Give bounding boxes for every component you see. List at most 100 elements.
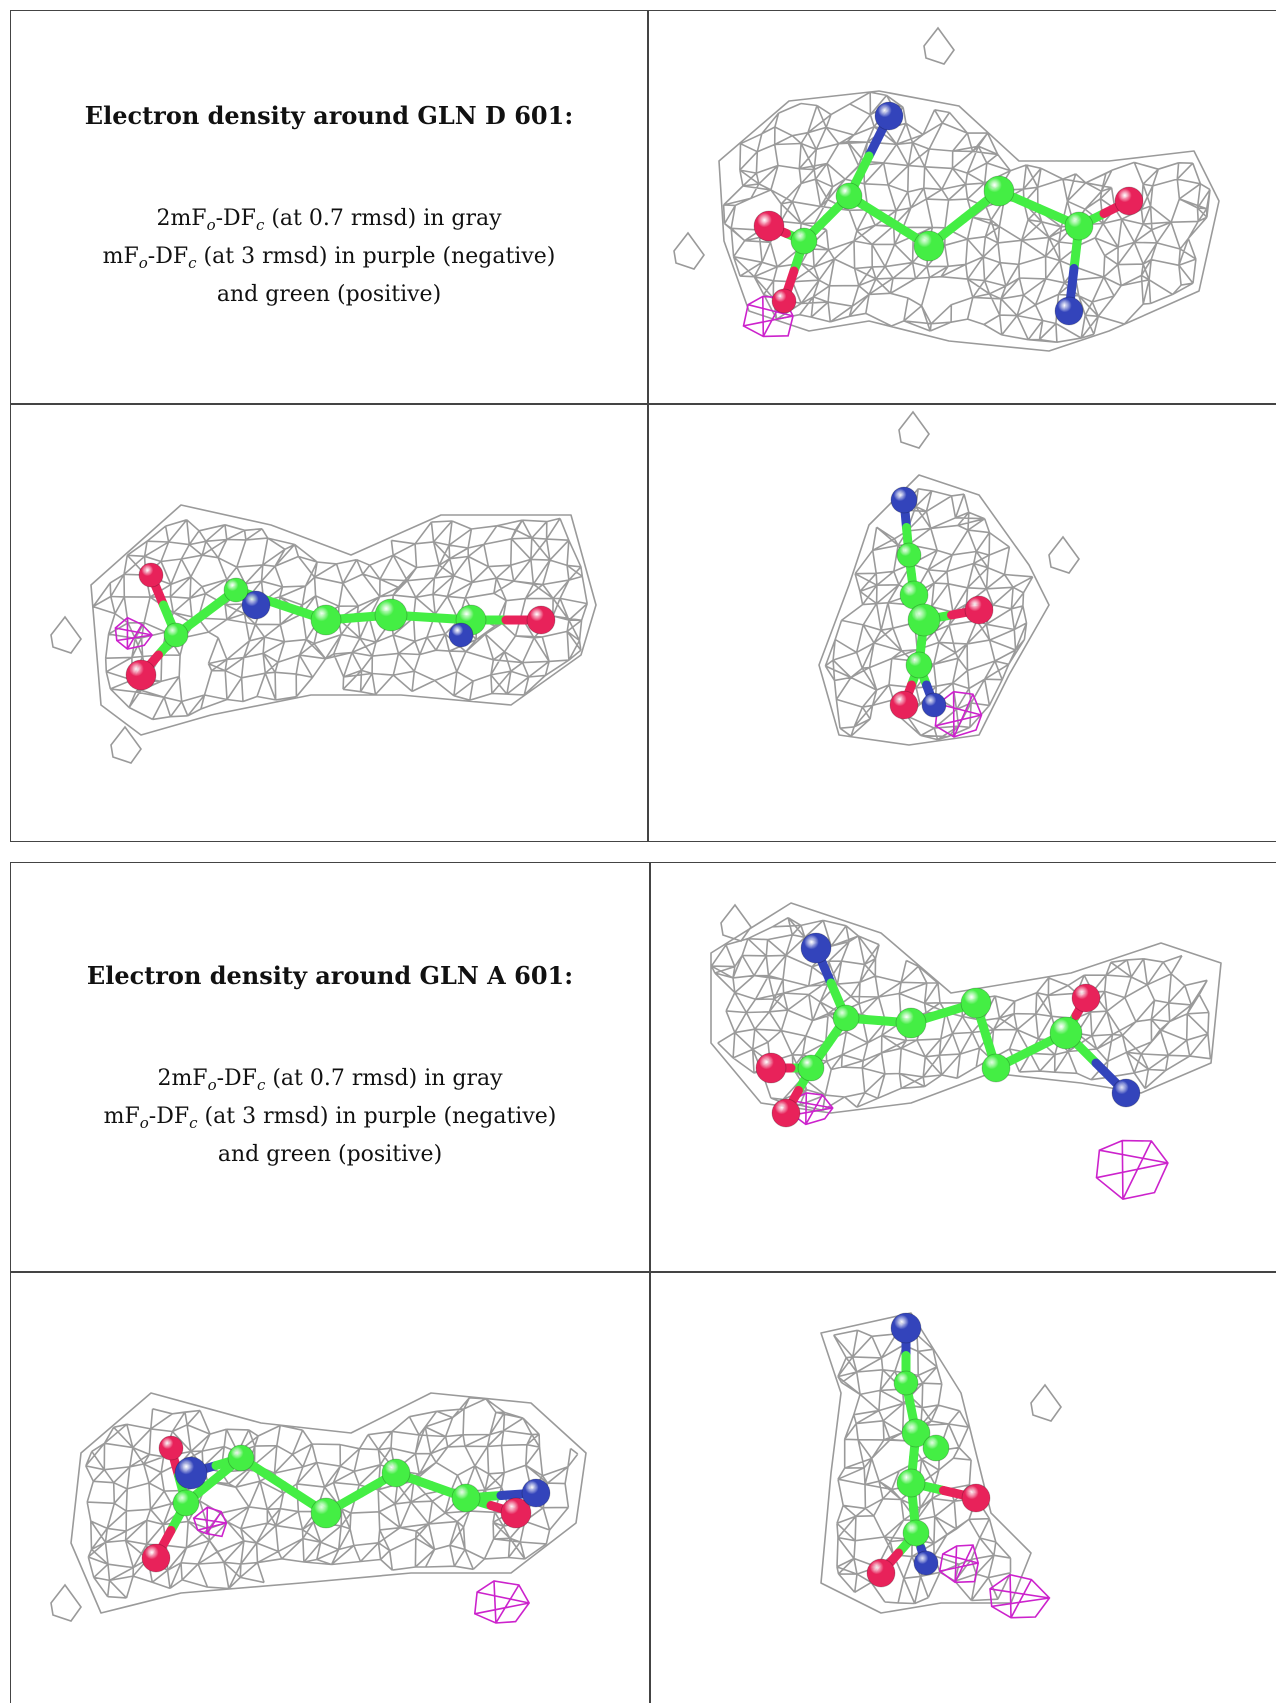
- carbon-atom: [905, 651, 933, 679]
- panel-heading: Electron density around GLN D 601:: [84, 100, 574, 130]
- mesh-fragment: [923, 26, 955, 65]
- carbon-atom: [374, 598, 408, 632]
- oxygen-atom: [889, 690, 919, 720]
- nitrogen-atom: [1111, 1078, 1141, 1108]
- nitrogen-atom: [890, 1312, 922, 1344]
- nitrogen-atom: [874, 101, 904, 131]
- density-view-side: [11, 405, 647, 843]
- carbon-atom: [797, 1054, 825, 1082]
- carbon-atom: [790, 227, 818, 255]
- legend-fofc: mFo-DFc (at 3 rmsd) in purple (negative): [102, 243, 556, 272]
- carbon-atom: [1064, 211, 1094, 241]
- carbon-atom: [451, 1483, 481, 1513]
- mesh-fragment: [110, 725, 142, 764]
- carbon-atom: [381, 1458, 411, 1488]
- row-divider: [11, 403, 1276, 405]
- carbon-atom: [896, 1468, 926, 1498]
- negative-density: [742, 295, 794, 338]
- carbon-atom: [922, 1434, 950, 1462]
- negative-density: [938, 1544, 980, 1584]
- carbon-atom: [310, 1497, 342, 1529]
- oxygen-atom: [753, 210, 785, 242]
- legend-2fofc: 2mFo-DFc (at 0.7 rmsd) in gray: [157, 1065, 503, 1094]
- oxygen-atom: [755, 1052, 787, 1084]
- column-divider: [649, 863, 651, 1703]
- oxygen-atom: [158, 1435, 184, 1461]
- nitrogen-atom: [241, 590, 271, 620]
- negative-density: [114, 616, 154, 650]
- carbon-atom: [895, 1007, 927, 1039]
- carbon-atom: [893, 1370, 919, 1396]
- negative-density: [1095, 1139, 1169, 1200]
- density-image-top: [710, 902, 1222, 1200]
- panel-heading: Electron density around GLN A 601:: [86, 960, 574, 990]
- nitrogen-atom: [890, 486, 918, 514]
- density-image-top: [673, 26, 1220, 352]
- carbon-atom: [913, 230, 945, 262]
- column-divider: [647, 11, 649, 841]
- mesh-fragment: [673, 231, 705, 270]
- mesh-2fofc: [90, 504, 597, 736]
- legend-fofc-positive: and green (positive): [217, 1141, 443, 1167]
- density-view-side: [11, 1273, 649, 1704]
- density-view-end: [651, 1273, 1276, 1704]
- carbon-atom: [227, 1444, 255, 1472]
- carbon-atom: [981, 1053, 1011, 1083]
- oxygen-atom: [138, 562, 164, 588]
- oxygen-atom: [771, 288, 797, 314]
- carbon-atom: [223, 577, 249, 603]
- nitrogen-atom: [448, 622, 474, 648]
- oxygen-atom: [500, 1497, 532, 1529]
- legend-fofc: mFo-DFc (at 3 rmsd) in purple (negative): [103, 1103, 557, 1132]
- density-view-top: [651, 863, 1276, 1271]
- negative-density: [989, 1573, 1051, 1619]
- oxygen-atom: [771, 1098, 801, 1128]
- oxygen-atom: [961, 1483, 991, 1513]
- mesh-fragment: [720, 903, 752, 942]
- carbon-atom: [835, 182, 863, 210]
- oxygen-atom: [866, 1558, 896, 1588]
- row-divider: [11, 1271, 1276, 1273]
- oxygen-atom: [1071, 983, 1101, 1013]
- carbon-atom: [896, 542, 922, 568]
- negative-density: [473, 1580, 531, 1624]
- carbon-atom: [172, 1489, 200, 1517]
- figure-block-gln-d-601: Electron density around GLN D 601: 2mFo-…: [10, 10, 1276, 842]
- carbon-atom: [902, 1519, 930, 1547]
- mesh-fragment: [50, 1583, 82, 1622]
- legend-fofc-positive: and green (positive): [216, 281, 442, 307]
- oxygen-atom: [125, 659, 157, 691]
- caption-cell: Electron density around GLN A 601: 2mFo-…: [11, 863, 649, 1271]
- negative-density: [192, 1506, 228, 1538]
- nitrogen-atom: [913, 1550, 939, 1576]
- oxygen-atom: [1114, 186, 1144, 216]
- oxygen-atom: [141, 1543, 171, 1573]
- carbon-atom: [1049, 1016, 1083, 1050]
- carbon-atom: [983, 175, 1015, 207]
- mesh-fragment: [1048, 535, 1080, 574]
- mesh-2fofc: [718, 90, 1220, 352]
- carbon-atom: [832, 1004, 860, 1032]
- carbon-atom: [310, 604, 342, 636]
- density-view-end: [649, 405, 1276, 843]
- mesh-fragment: [1030, 1383, 1062, 1422]
- carbon-atom: [901, 1418, 931, 1448]
- nitrogen-atom: [1054, 296, 1084, 326]
- mesh-fragment: [898, 410, 930, 449]
- oxygen-atom: [526, 605, 556, 635]
- mesh-fragment: [50, 615, 82, 654]
- nitrogen-atom: [174, 1456, 208, 1490]
- nitrogen-atom: [921, 692, 947, 718]
- density-image-side: [50, 1392, 587, 1624]
- carbon-atom: [960, 987, 992, 1019]
- caption-cell: Electron density around GLN D 601: 2mFo-…: [11, 11, 647, 403]
- carbon-atom: [907, 603, 941, 637]
- nitrogen-atom: [521, 1478, 551, 1508]
- carbon-atom: [163, 622, 189, 648]
- figure-block-gln-a-601: Electron density around GLN A 601: 2mFo-…: [10, 862, 1276, 1703]
- nitrogen-atom: [800, 932, 832, 964]
- density-image-end: [820, 1312, 1062, 1619]
- legend-2fofc: 2mFo-DFc (at 0.7 rmsd) in gray: [156, 205, 502, 234]
- oxygen-atom: [964, 595, 994, 625]
- density-image-end: [818, 410, 1080, 746]
